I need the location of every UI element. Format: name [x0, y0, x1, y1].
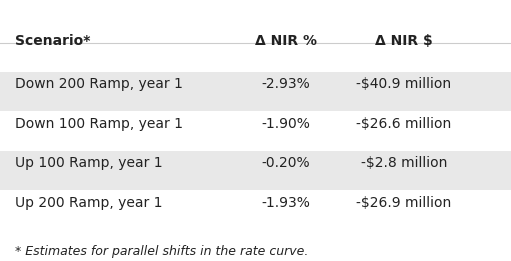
Text: -0.20%: -0.20%	[262, 156, 311, 170]
Text: -$40.9 million: -$40.9 million	[356, 77, 451, 91]
Text: -2.93%: -2.93%	[262, 77, 311, 91]
Text: Down 200 Ramp, year 1: Down 200 Ramp, year 1	[15, 77, 183, 91]
Text: -$2.8 million: -$2.8 million	[360, 156, 447, 170]
FancyBboxPatch shape	[0, 191, 511, 230]
FancyBboxPatch shape	[0, 111, 511, 151]
Text: Scenario*: Scenario*	[15, 34, 91, 48]
Text: Up 100 Ramp, year 1: Up 100 Ramp, year 1	[15, 156, 163, 170]
FancyBboxPatch shape	[0, 151, 511, 191]
Text: -1.90%: -1.90%	[262, 116, 311, 130]
Text: * Estimates for parallel shifts in the rate curve.: * Estimates for parallel shifts in the r…	[15, 245, 309, 258]
Text: -$26.6 million: -$26.6 million	[356, 116, 451, 130]
FancyBboxPatch shape	[0, 0, 511, 44]
Text: -1.93%: -1.93%	[262, 195, 311, 210]
Text: Δ NIR %: Δ NIR %	[255, 34, 317, 48]
FancyBboxPatch shape	[0, 72, 511, 111]
Text: Down 100 Ramp, year 1: Down 100 Ramp, year 1	[15, 116, 183, 130]
Text: -$26.9 million: -$26.9 million	[356, 195, 451, 210]
Text: Up 200 Ramp, year 1: Up 200 Ramp, year 1	[15, 195, 163, 210]
Text: Δ NIR $: Δ NIR $	[375, 34, 433, 48]
